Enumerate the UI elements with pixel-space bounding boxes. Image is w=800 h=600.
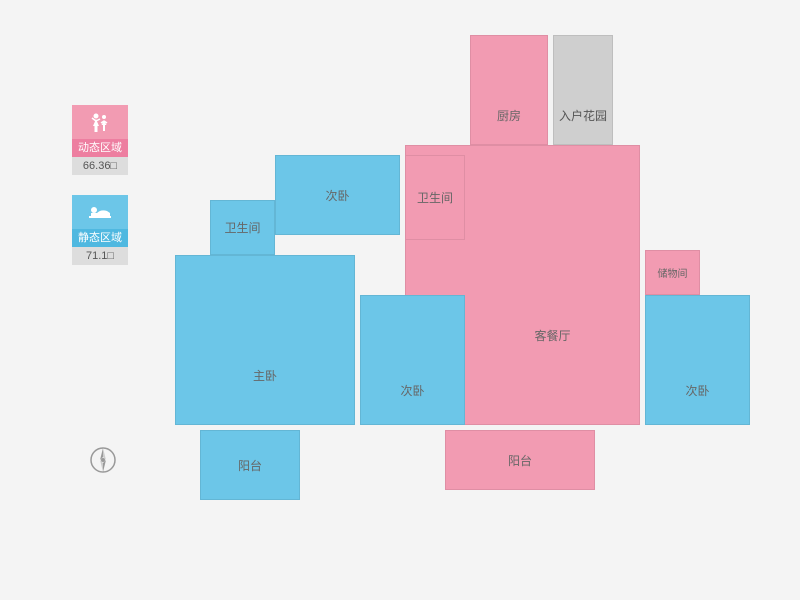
room-阳台: 阳台 [445,430,595,490]
legend-static-label: 静态区域 [72,229,128,247]
legend-dynamic-value: 66.36□ [72,157,128,175]
room-厨房: 厨房 [470,35,548,145]
room-label: 客餐厅 [534,327,570,344]
room-入户花园: 入户花园 [553,35,613,145]
room-次卧: 次卧 [645,295,750,425]
room-label: 次卧 [400,382,424,399]
legend: 动态区域 66.36□ 静态区域 71.1□ [72,105,132,285]
compass-icon [88,445,118,480]
room-label: 次卧 [325,187,349,204]
room-label: 主卧 [253,367,277,384]
room-label: 卫生间 [417,189,453,206]
room-label: 卫生间 [224,219,260,236]
room-次卧: 次卧 [275,155,400,235]
legend-static-value: 71.1□ [72,247,128,265]
room-卫生间: 卫生间 [210,200,275,255]
people-icon [72,105,128,139]
room-次卧: 次卧 [360,295,465,425]
room-卫生间: 卫生间 [405,155,465,240]
room-label: 储物间 [658,265,688,280]
room-阳台: 阳台 [200,430,300,500]
room-label: 次卧 [685,382,709,399]
legend-dynamic: 动态区域 66.36□ [72,105,128,175]
legend-dynamic-label: 动态区域 [72,139,128,157]
rest-icon [72,195,128,229]
floor-plan: 客餐厅主卧次卧次卧次卧阳台厨房阳台入户花园卫生间卫生间储物间 [175,35,750,565]
room-label: 阳台 [508,452,532,469]
room-主卧: 主卧 [175,255,355,425]
room-储物间: 储物间 [645,250,700,295]
room-label: 入户花园 [559,107,607,124]
room-label: 阳台 [238,457,262,474]
legend-static: 静态区域 71.1□ [72,195,128,265]
room-label: 厨房 [497,107,521,124]
